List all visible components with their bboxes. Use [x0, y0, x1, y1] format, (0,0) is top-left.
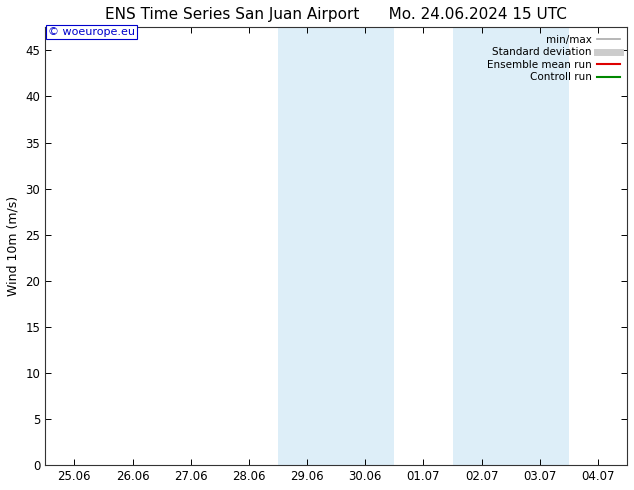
Bar	[278, 27, 394, 465]
Text: © woeurope.eu: © woeurope.eu	[48, 27, 135, 37]
Y-axis label: Wind 10m (m/s): Wind 10m (m/s)	[7, 196, 20, 296]
Legend: min/max, Standard deviation, Ensemble mean run, Controll run: min/max, Standard deviation, Ensemble me…	[485, 32, 622, 84]
Title: ENS Time Series San Juan Airport      Mo. 24.06.2024 15 UTC: ENS Time Series San Juan Airport Mo. 24.…	[105, 7, 567, 22]
Bar	[453, 27, 569, 465]
